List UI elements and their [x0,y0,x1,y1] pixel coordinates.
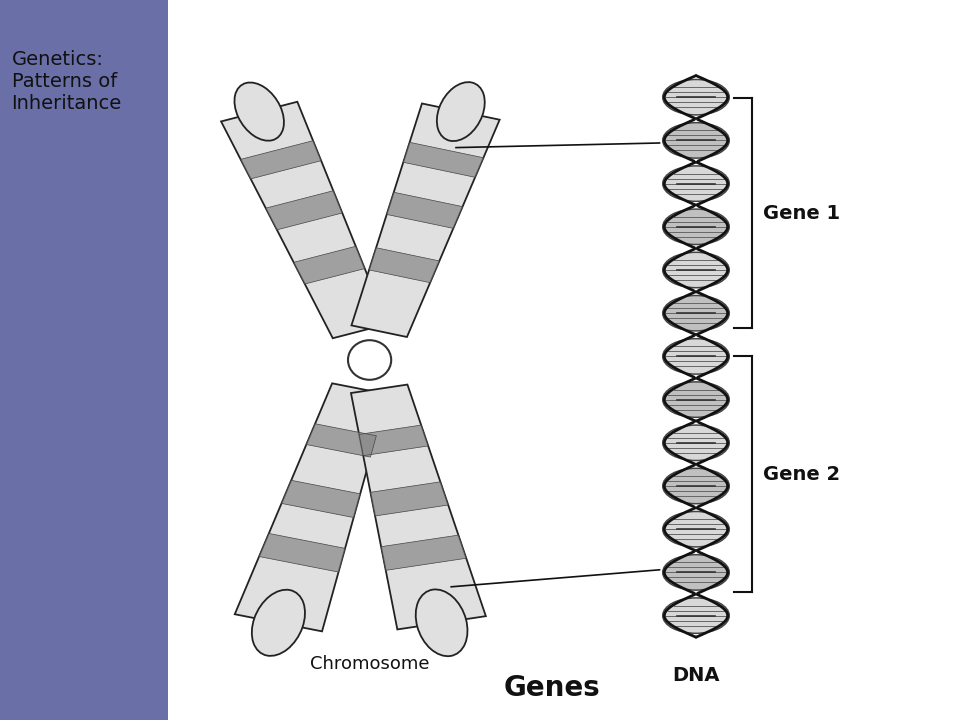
Ellipse shape [437,82,485,141]
Ellipse shape [662,209,730,245]
Polygon shape [359,425,428,456]
Ellipse shape [416,590,468,656]
Polygon shape [351,384,486,629]
Ellipse shape [662,511,730,547]
Text: DNA: DNA [672,666,720,685]
Text: Genetics:
Patterns of
Inheritance: Genetics: Patterns of Inheritance [12,50,122,114]
Polygon shape [369,248,440,283]
Ellipse shape [662,79,730,115]
Ellipse shape [252,590,305,656]
Polygon shape [403,143,484,177]
FancyBboxPatch shape [0,0,168,720]
Polygon shape [351,104,499,337]
Ellipse shape [662,295,730,331]
Polygon shape [266,191,343,230]
Text: Gene 1: Gene 1 [763,204,840,222]
Ellipse shape [662,166,730,202]
Polygon shape [306,424,376,457]
Polygon shape [294,246,365,284]
Polygon shape [259,534,345,572]
Ellipse shape [662,252,730,288]
Text: Genes: Genes [504,674,600,702]
Ellipse shape [234,83,284,140]
Polygon shape [381,535,467,570]
Polygon shape [371,482,448,516]
Polygon shape [221,102,387,338]
Ellipse shape [662,382,730,418]
Text: Chromosome: Chromosome [310,655,429,673]
Ellipse shape [662,338,730,374]
Ellipse shape [348,341,392,380]
Text: Gene 2: Gene 2 [763,465,840,484]
Polygon shape [235,383,388,631]
Ellipse shape [662,122,730,158]
Ellipse shape [662,598,730,634]
Ellipse shape [662,468,730,504]
Ellipse shape [662,425,730,461]
Polygon shape [241,140,322,179]
Polygon shape [387,192,463,228]
Ellipse shape [662,554,730,590]
Polygon shape [281,480,360,518]
